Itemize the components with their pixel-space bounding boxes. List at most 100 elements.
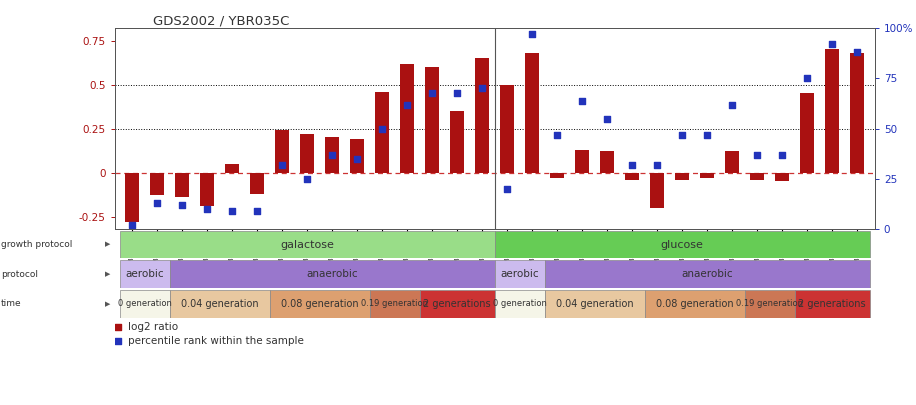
Text: 0 generation: 0 generation — [117, 299, 171, 308]
Bar — [750, 173, 764, 179]
Text: ▶: ▶ — [105, 271, 111, 277]
Text: 0.08 generation: 0.08 generation — [656, 299, 734, 309]
Point — [800, 75, 814, 82]
Bar — [475, 58, 489, 173]
Bar — [175, 173, 189, 197]
Bar — [775, 173, 789, 181]
Point — [500, 185, 515, 192]
Bar — [725, 151, 739, 173]
Point — [200, 205, 214, 212]
Text: aerobic: aerobic — [125, 269, 164, 279]
Bar — [451, 111, 464, 173]
Text: 0.19 generation: 0.19 generation — [736, 299, 803, 308]
Bar — [300, 134, 314, 173]
Bar — [495, 260, 545, 288]
Bar — [420, 290, 495, 318]
Point — [175, 202, 190, 208]
Bar — [125, 173, 139, 222]
Bar — [269, 290, 369, 318]
Point — [700, 131, 714, 138]
Bar — [425, 67, 439, 173]
Point — [474, 85, 489, 92]
Point — [275, 162, 289, 168]
Bar — [495, 231, 870, 258]
Point — [625, 162, 639, 168]
Point — [825, 41, 840, 48]
Point — [149, 200, 164, 206]
Text: 2 generations: 2 generations — [423, 299, 491, 309]
Text: 0 generation: 0 generation — [493, 299, 547, 308]
Text: 2 generations: 2 generations — [799, 299, 866, 309]
Text: 0.08 generation: 0.08 generation — [281, 299, 358, 309]
Text: anaerobic: anaerobic — [682, 269, 733, 279]
Bar — [801, 94, 814, 173]
Point — [111, 323, 125, 330]
Point — [224, 207, 239, 214]
Text: ▶: ▶ — [105, 301, 111, 307]
Text: 0.04 generation: 0.04 generation — [556, 299, 634, 309]
Bar — [650, 173, 664, 208]
Text: ▶: ▶ — [105, 242, 111, 247]
Text: time: time — [1, 299, 22, 308]
Bar — [600, 151, 614, 173]
Point — [550, 131, 564, 138]
Text: glucose: glucose — [660, 240, 703, 249]
Bar — [376, 92, 389, 173]
Point — [725, 101, 739, 108]
Point — [125, 222, 139, 228]
Point — [450, 89, 464, 96]
Bar — [626, 173, 639, 179]
Bar — [169, 260, 495, 288]
Point — [525, 31, 540, 38]
Bar — [119, 231, 495, 258]
Point — [375, 126, 389, 132]
Bar — [400, 64, 414, 173]
Text: galactose: galactose — [280, 240, 334, 249]
Point — [250, 207, 265, 214]
Bar — [325, 137, 339, 173]
Point — [325, 151, 340, 158]
Bar — [225, 164, 239, 173]
Bar — [825, 49, 839, 173]
Text: 0.04 generation: 0.04 generation — [180, 299, 258, 309]
Bar — [275, 130, 289, 173]
Bar — [350, 139, 364, 173]
Bar — [201, 173, 214, 206]
Point — [425, 89, 440, 96]
Point — [575, 97, 590, 104]
Point — [675, 131, 690, 138]
Point — [300, 175, 314, 182]
Text: anaerobic: anaerobic — [306, 269, 358, 279]
Bar — [551, 173, 564, 178]
Point — [111, 337, 125, 344]
Bar — [745, 290, 795, 318]
Text: aerobic: aerobic — [500, 269, 539, 279]
Bar — [525, 53, 539, 173]
Text: GDS2002 / YBR035C: GDS2002 / YBR035C — [152, 14, 289, 27]
Bar — [645, 290, 745, 318]
Bar — [150, 173, 164, 195]
Point — [750, 151, 765, 158]
Bar — [495, 290, 545, 318]
Bar — [169, 290, 269, 318]
Point — [399, 101, 414, 108]
Bar — [850, 53, 864, 173]
Point — [350, 156, 365, 162]
Text: protocol: protocol — [1, 270, 38, 279]
Bar — [575, 150, 589, 173]
Bar — [500, 85, 514, 173]
Bar — [369, 290, 420, 318]
Bar — [250, 173, 264, 194]
Bar — [701, 173, 714, 178]
Point — [649, 162, 664, 168]
Bar — [119, 290, 169, 318]
Text: growth protocol: growth protocol — [1, 240, 72, 249]
Text: percentile rank within the sample: percentile rank within the sample — [128, 336, 304, 346]
Bar — [795, 290, 870, 318]
Bar — [545, 260, 870, 288]
Bar — [675, 173, 689, 179]
Text: log2 ratio: log2 ratio — [128, 322, 179, 332]
Bar — [545, 290, 645, 318]
Bar — [119, 260, 169, 288]
Text: 0.19 generation: 0.19 generation — [361, 299, 428, 308]
